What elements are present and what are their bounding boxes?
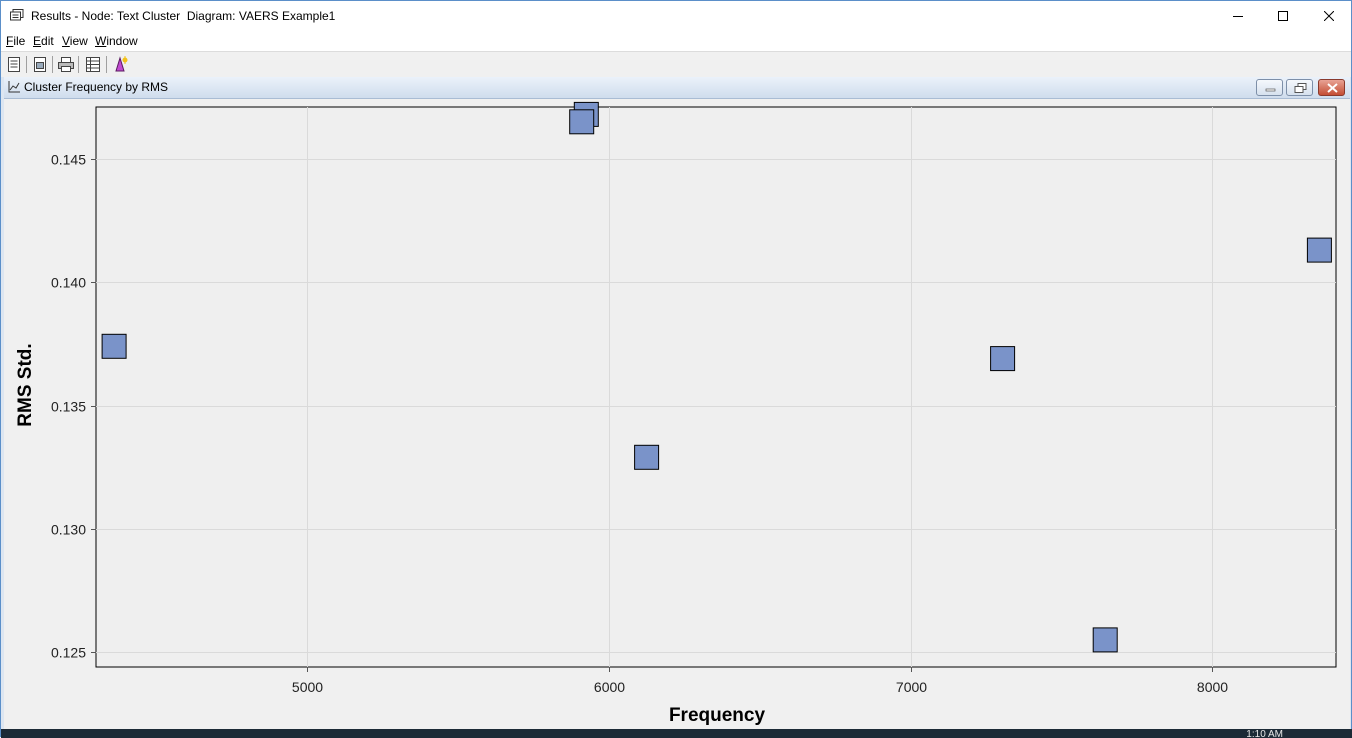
toolbar (1, 51, 1351, 78)
minimize-button[interactable] (1215, 1, 1261, 31)
data-point (1092, 627, 1118, 653)
new-document-button[interactable] (5, 56, 23, 73)
x-tick-label: 8000 (1197, 679, 1228, 695)
toolbar-separator (78, 56, 79, 73)
x-tick-label: 6000 (594, 679, 625, 695)
wizard-button[interactable] (112, 56, 130, 73)
close-icon (1327, 83, 1338, 93)
toolbar-separator (26, 56, 27, 73)
menu-edit[interactable]: Edit (33, 34, 54, 48)
y-tick-label: 0.130 (51, 522, 86, 538)
table-view-button[interactable] (84, 56, 102, 73)
y-tick-label: 0.140 (51, 275, 86, 291)
plot-area (95, 106, 1337, 668)
taskbar-clock: 1:10 AM (1246, 730, 1283, 738)
taskbar: 1:10 AM (1, 729, 1352, 738)
data-point (634, 444, 660, 470)
y-tick-label: 0.135 (51, 399, 86, 415)
properties-button[interactable] (31, 56, 49, 73)
y-axis-label: RMS Std. (15, 343, 36, 426)
window-title: Results - Node: Text Cluster Diagram: VA… (31, 9, 336, 23)
data-point (1306, 237, 1332, 263)
minimize-icon (1265, 88, 1276, 92)
title-bar: Results - Node: Text Cluster Diagram: VA… (1, 1, 1351, 31)
chart-window: Cluster Frequency by RMS 5000 6000 7000 8 (4, 77, 1350, 729)
chart-close-button[interactable] (1318, 79, 1345, 96)
chart-restore-button[interactable] (1286, 79, 1313, 96)
restore-icon (1294, 83, 1307, 93)
scatter-chart: 5000 6000 7000 8000 0.125 0.130 0.135 0.140 0.14… (15, 101, 1337, 726)
y-tick-label: 0.145 (51, 152, 86, 168)
toolbar-separator (52, 56, 53, 73)
results-app-icon (10, 9, 24, 21)
x-tick-label: 7000 (896, 679, 927, 695)
data-point (990, 346, 1016, 372)
minimize-icon (1233, 16, 1243, 17)
menu-file[interactable]: File (6, 34, 26, 48)
close-icon (1324, 11, 1334, 21)
maximize-icon (1278, 11, 1288, 21)
menu-window[interactable]: Window (95, 34, 138, 48)
menu-bar: File Edit View Window (1, 31, 1351, 51)
x-tick-label: 5000 (292, 679, 323, 695)
data-point (569, 109, 595, 135)
maximize-button[interactable] (1260, 1, 1306, 31)
y-tick-label: 0.125 (51, 645, 86, 661)
close-button[interactable] (1306, 1, 1352, 31)
menu-view[interactable]: View (62, 34, 88, 48)
chart-window-title: Cluster Frequency by RMS (24, 80, 169, 94)
chart-icon (8, 81, 20, 93)
toolbar-separator (106, 56, 107, 73)
x-axis-label: Frequency (669, 705, 766, 726)
chart-window-title-bar: Cluster Frequency by RMS (4, 77, 1350, 99)
chart-minimize-button[interactable] (1256, 79, 1283, 96)
print-button[interactable] (57, 56, 75, 73)
data-point (101, 333, 127, 359)
